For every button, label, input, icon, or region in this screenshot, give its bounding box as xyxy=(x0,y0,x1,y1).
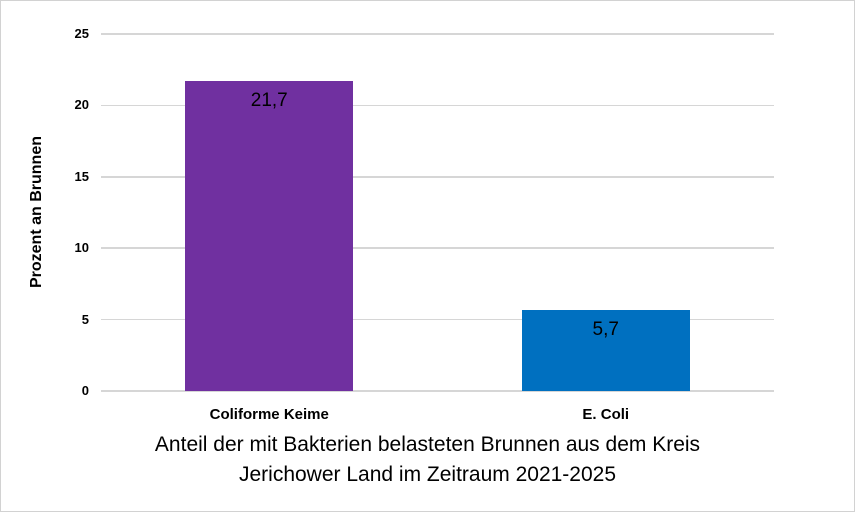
bar-coliforme-keime xyxy=(185,81,354,391)
x-axis-category-label: E. Coli xyxy=(582,406,630,423)
gridline-y-0 xyxy=(101,390,774,392)
gridline-y-5 xyxy=(101,318,774,321)
chart-title-line-2: Jerichower Land im Zeitraum 2021-2025 xyxy=(238,463,617,486)
y-axis-tick-label: 5 xyxy=(81,311,89,327)
gridline-y-25 xyxy=(101,33,774,35)
y-axis-tick-label: 10 xyxy=(74,240,89,256)
x-axis-category-label: Coliforme Keime xyxy=(209,406,329,423)
bar-e-coli xyxy=(521,309,690,391)
gridline-y-10 xyxy=(101,247,774,249)
y-axis-tick-label: 25 xyxy=(74,26,89,41)
y-axis-tick-label: 20 xyxy=(74,97,89,113)
y-axis-title: Prozent an Brunnen xyxy=(28,135,45,289)
bar-value-label: 5,7 xyxy=(592,318,619,340)
gridline-y-20 xyxy=(101,104,774,107)
chart-title: Anteil der mit Bakterien belasteten Brun… xyxy=(1,430,854,490)
bar-value-label: 21,7 xyxy=(250,90,288,112)
y-axis-tick-label: 15 xyxy=(74,168,89,184)
gridline-y-15 xyxy=(101,176,774,178)
chart-title-line-1: Anteil der mit Bakterien belasteten Brun… xyxy=(154,433,701,456)
y-axis-tick-label: 0 xyxy=(81,383,89,398)
